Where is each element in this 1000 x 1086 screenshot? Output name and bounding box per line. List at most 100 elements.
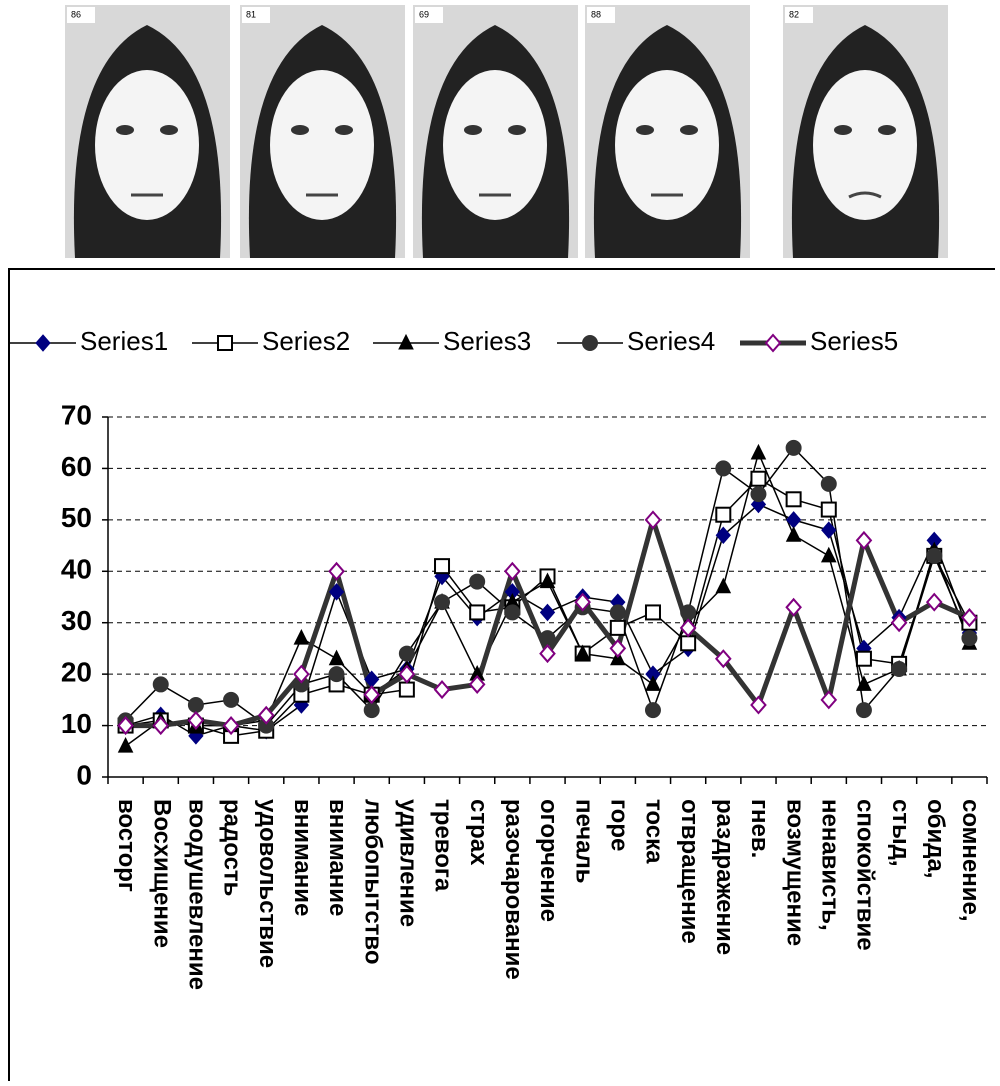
marker [751, 487, 766, 502]
series-line [126, 453, 970, 746]
photo: 86 [65, 5, 230, 258]
x-tick-label: ненависть, [816, 799, 843, 931]
marker [329, 667, 344, 682]
legend-label: Series5 [810, 326, 898, 356]
marker [364, 703, 379, 718]
x-tick-label: горе [605, 799, 632, 851]
marker [470, 605, 484, 619]
marker [294, 630, 308, 644]
marker [583, 336, 598, 351]
x-tick-label: стыд, [887, 799, 914, 867]
marker [681, 605, 696, 620]
photos: 86 81 69 88 82 [65, 5, 948, 258]
marker [822, 522, 836, 538]
legend-label: Series4 [627, 326, 715, 356]
marker [399, 646, 414, 661]
marker [927, 548, 942, 563]
photo-label: 82 [789, 9, 799, 19]
marker [646, 512, 660, 528]
marker [505, 605, 520, 620]
marker [856, 703, 871, 718]
marker [766, 335, 780, 351]
marker [716, 527, 730, 543]
marker [892, 662, 907, 677]
marker [787, 527, 801, 541]
marker [716, 508, 730, 522]
marker [224, 692, 239, 707]
photo-label: 69 [419, 9, 429, 19]
photo-label: 81 [246, 9, 256, 19]
x-tick-label: раздражение [711, 799, 738, 955]
x-tick-label: возмущение [781, 799, 808, 946]
y-tick-label: 70 [61, 399, 92, 430]
photo: 69 [413, 5, 578, 258]
x-tick-label: сомнение, [957, 799, 984, 922]
x-tick-label: отвращение [676, 799, 703, 944]
marker [435, 682, 449, 698]
x-tick-label: воодушевление [184, 799, 211, 990]
marker [821, 476, 836, 491]
y-tick-label: 0 [76, 759, 92, 790]
marker [36, 335, 50, 351]
marker [435, 595, 450, 610]
marker [541, 604, 555, 620]
y-tick-label: 50 [61, 502, 92, 533]
y-tick-label: 10 [61, 708, 92, 739]
x-tick-label: спокойствие [852, 799, 879, 951]
marker [119, 738, 133, 752]
marker [610, 605, 625, 620]
marker [822, 503, 836, 517]
x-tick-label: тоска [641, 799, 668, 864]
marker [330, 563, 344, 579]
marker [787, 492, 801, 506]
marker [857, 652, 871, 666]
x-tick-label: восторг [113, 799, 140, 892]
marker [330, 651, 344, 665]
x-tick-label: Восхищение [148, 799, 175, 948]
marker [646, 605, 660, 619]
x-tick-label: тревога [430, 799, 457, 892]
marker [399, 335, 413, 349]
x-tick-label: печаль [570, 799, 597, 884]
marker [400, 683, 414, 697]
photo-label: 86 [71, 9, 81, 19]
legend-label: Series2 [262, 326, 350, 356]
photo: 88 [585, 5, 750, 258]
x-tick-label: страх [465, 799, 492, 866]
y-tick-label: 20 [61, 657, 92, 688]
x-tick-label: удивление [395, 799, 422, 927]
legend-label: Series1 [80, 326, 168, 356]
marker [751, 472, 765, 486]
x-tick-label: гнев. [746, 799, 773, 858]
marker [435, 559, 449, 573]
marker [716, 461, 731, 476]
marker [786, 440, 801, 455]
marker [646, 676, 660, 690]
page: 86 81 69 88 82 010203040506070восторгВос… [0, 0, 1000, 1081]
marker [470, 574, 485, 589]
marker [751, 445, 765, 459]
x-tick-label: удовольствие [254, 799, 281, 968]
marker [681, 636, 695, 650]
marker [822, 692, 836, 708]
marker [540, 631, 555, 646]
x-tick-label: огорчение [535, 799, 562, 922]
x-tick-label: внимание [324, 799, 351, 916]
marker [188, 698, 203, 713]
legend-label: Series3 [443, 326, 531, 356]
x-tick-label: разочарование [500, 799, 527, 980]
x-tick-label: обида, [922, 799, 949, 879]
marker [787, 599, 801, 615]
x-tick-label: внимание [289, 799, 316, 916]
photo: 81 [240, 5, 405, 258]
y-tick-label: 40 [61, 554, 92, 585]
marker [611, 621, 625, 635]
marker [645, 703, 660, 718]
marker [962, 631, 977, 646]
photo-label: 88 [591, 9, 601, 19]
y-tick-label: 30 [61, 605, 92, 636]
marker [716, 579, 730, 593]
x-tick-label: радость [219, 799, 246, 896]
photo: 82 [783, 5, 948, 258]
